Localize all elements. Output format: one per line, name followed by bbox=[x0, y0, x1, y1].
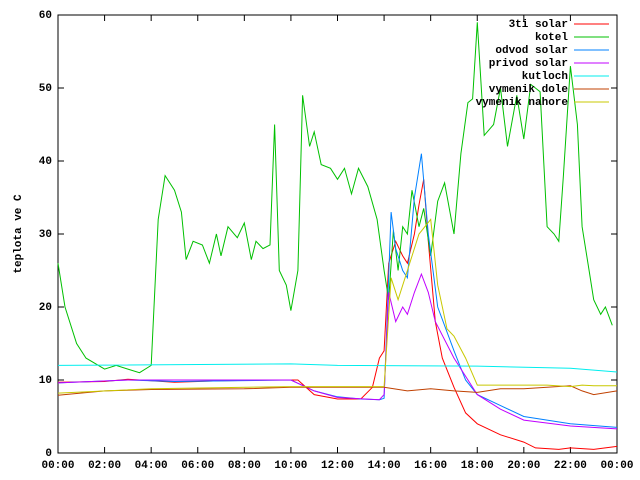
series-line bbox=[57, 363, 618, 373]
legend-label: kutloch bbox=[522, 71, 568, 83]
legend-label: kotel bbox=[535, 32, 568, 44]
legend-label: privod solar bbox=[489, 58, 568, 70]
y-tick-label: 40 bbox=[39, 156, 52, 168]
x-tick-label: 06:00 bbox=[181, 460, 214, 472]
x-tick-label: 00:00 bbox=[41, 460, 74, 472]
x-tick-label: 16:00 bbox=[414, 460, 447, 472]
x-tick-label: 04:00 bbox=[135, 460, 168, 472]
y-tick-label: 10 bbox=[39, 375, 52, 387]
series-line bbox=[57, 385, 618, 396]
y-tick-label: 20 bbox=[39, 302, 52, 314]
x-tick-label: 10:00 bbox=[274, 460, 307, 472]
y-axis-label: teplota ve C bbox=[13, 194, 25, 274]
series-line bbox=[57, 218, 617, 394]
y-tick-label: 0 bbox=[45, 448, 52, 460]
x-tick-label: 12:00 bbox=[321, 460, 354, 472]
x-tick-label: 14:00 bbox=[368, 460, 401, 472]
legend-label: vymenik dole bbox=[489, 84, 569, 96]
x-tick-label: 00:00 bbox=[600, 460, 633, 472]
y-tick-label: 30 bbox=[39, 229, 52, 241]
x-tick-label: 22:00 bbox=[554, 460, 587, 472]
legend-label: 3ti solar bbox=[509, 19, 568, 31]
y-tick-label: 50 bbox=[39, 83, 52, 95]
x-tick-label: 02:00 bbox=[88, 460, 121, 472]
series-line bbox=[57, 22, 613, 374]
x-tick-label: 08:00 bbox=[228, 460, 261, 472]
legend-label: vymenik nahore bbox=[476, 97, 569, 109]
series-line bbox=[57, 272, 618, 430]
y-tick-label: 60 bbox=[39, 10, 52, 22]
x-tick-label: 20:00 bbox=[507, 460, 540, 472]
x-tick-label: 18:00 bbox=[461, 460, 494, 472]
legend-label: odvod solar bbox=[495, 45, 568, 57]
